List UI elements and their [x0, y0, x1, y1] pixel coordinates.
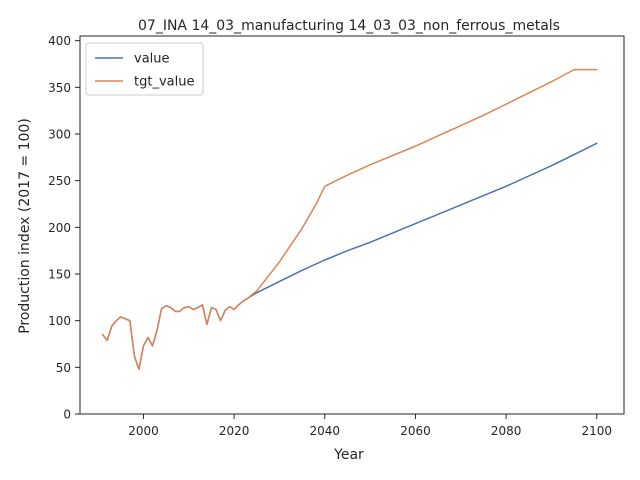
- legend: value tgt_value: [85, 42, 204, 96]
- legend-label-value: value: [134, 52, 170, 67]
- y-tick-label: 200: [48, 221, 71, 235]
- y-tick-label: 150: [48, 268, 71, 282]
- y-tick-label: 400: [48, 34, 71, 48]
- y-tick-label: 350: [48, 81, 71, 95]
- x-tick-label: 2020: [219, 424, 250, 438]
- x-tick-label: 2060: [400, 424, 431, 438]
- y-tick-label: 0: [63, 408, 71, 422]
- x-axis-label: Year: [333, 447, 364, 463]
- x-tick-label: 2080: [491, 424, 522, 438]
- y-axis-label: Production index (2017 = 100): [17, 118, 33, 334]
- y-tick-label: 100: [48, 314, 71, 328]
- x-tick-label: 2000: [128, 424, 159, 438]
- plot-frame: [79, 35, 625, 415]
- y-tick-label: 50: [56, 361, 71, 375]
- plot-area: [101, 68, 598, 370]
- y-tick-label: 300: [48, 128, 71, 142]
- y-tick-label: 250: [48, 174, 71, 188]
- legend-box: [85, 42, 204, 96]
- series-line-tgt-value: [101, 68, 598, 370]
- x-tick-label: 2100: [582, 424, 613, 438]
- x-tick-label: 2040: [310, 424, 341, 438]
- chart-title: 07_INA 14_03_manufacturing 14_03_03_non_…: [138, 18, 560, 34]
- axes: 2000 2020 2040 2060 2080 2100 0 50 100 150 200 250 3…: [48, 34, 625, 438]
- legend-label-tgt-value: tgt_value: [134, 75, 194, 90]
- series-line-value: [101, 142, 598, 370]
